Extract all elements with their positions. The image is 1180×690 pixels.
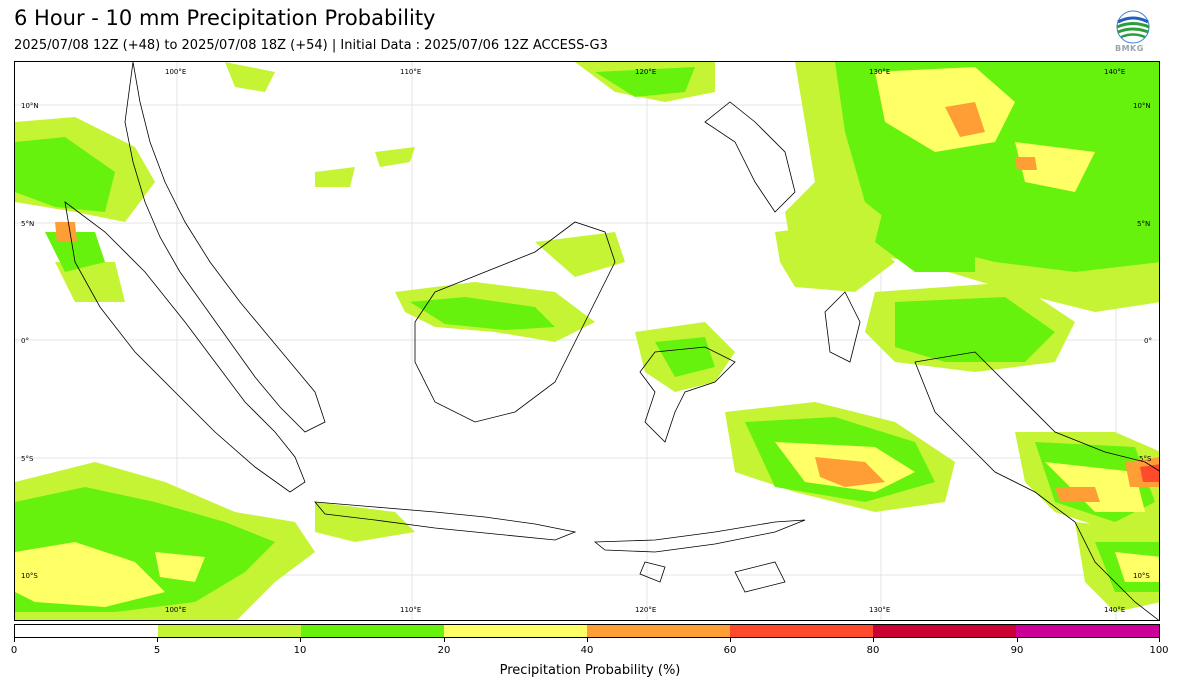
map-subtitle: 2025/07/08 12Z (+48) to 2025/07/08 18Z (… <box>14 38 608 53</box>
colorbar <box>14 624 1160 638</box>
colorbar-segment <box>873 625 1016 637</box>
lat-label: 5°S <box>1139 455 1152 463</box>
lat-labels-left: 10°N 5°N 0° 5°S 10°S <box>21 102 39 580</box>
map-canvas: 100°E 110°E 120°E 130°E 140°E 100°E 110°… <box>15 62 1159 620</box>
colorbar-tick: 100 <box>1149 645 1169 656</box>
colorbar-tick: 10 <box>293 645 307 656</box>
colorbar-tick: 5 <box>153 645 161 656</box>
colorbar-segment <box>587 625 730 637</box>
colorbar-segment <box>301 625 444 637</box>
colorbar-label: Precipitation Probability (%) <box>499 663 681 678</box>
colorbar-segment <box>15 625 158 637</box>
colorbar-segment <box>730 625 873 637</box>
coastlines <box>64 62 1159 620</box>
lon-label: 110°E <box>400 606 421 614</box>
colorbar-tick: 60 <box>723 645 737 656</box>
colorbar-segment <box>444 625 587 637</box>
lat-label: 10°N <box>21 102 39 110</box>
lon-label: 140°E <box>1104 606 1125 614</box>
lat-label: 5°S <box>21 455 34 463</box>
bmkg-logo-icon <box>1116 10 1150 44</box>
logo-text: BMKG <box>1115 44 1144 53</box>
lat-label: 10°S <box>21 572 38 580</box>
lat-label: 5°N <box>1137 220 1150 228</box>
lon-label: 130°E <box>869 68 890 76</box>
precip-field-60-80 <box>1140 464 1159 482</box>
colorbar-tick: 90 <box>1010 645 1024 656</box>
colorbar-tick: 40 <box>580 645 594 656</box>
lon-label: 140°E <box>1104 68 1125 76</box>
colorbar-segment <box>1016 625 1159 637</box>
lat-label: 0° <box>1144 337 1152 345</box>
lat-labels-right: 10°N 5°N 0° 5°S 10°S <box>1133 102 1152 580</box>
lon-label: 110°E <box>400 68 421 76</box>
precipitation-map: 100°E 110°E 120°E 130°E 140°E 100°E 110°… <box>14 61 1160 621</box>
map-title: 6 Hour - 10 mm Precipitation Probability <box>14 6 436 30</box>
lon-label: 100°E <box>165 68 186 76</box>
lon-label: 120°E <box>635 68 656 76</box>
precip-field-10-20 <box>15 62 1159 612</box>
colorbar-tick: 0 <box>10 645 18 656</box>
colorbar-tick: 80 <box>866 645 880 656</box>
colorbar-segment <box>158 625 301 637</box>
colorbar-tick: 20 <box>437 645 451 656</box>
lat-label: 0° <box>21 337 29 345</box>
lat-label: 5°N <box>21 220 34 228</box>
lon-labels-top: 100°E 110°E 120°E 130°E 140°E <box>165 68 1125 76</box>
lon-label: 130°E <box>869 606 890 614</box>
lon-labels-bottom: 100°E 110°E 120°E 130°E 140°E <box>165 606 1125 614</box>
lon-label: 120°E <box>635 606 656 614</box>
lat-label: 10°S <box>1133 572 1150 580</box>
lat-label: 10°N <box>1133 102 1151 110</box>
lon-label: 100°E <box>165 606 186 614</box>
